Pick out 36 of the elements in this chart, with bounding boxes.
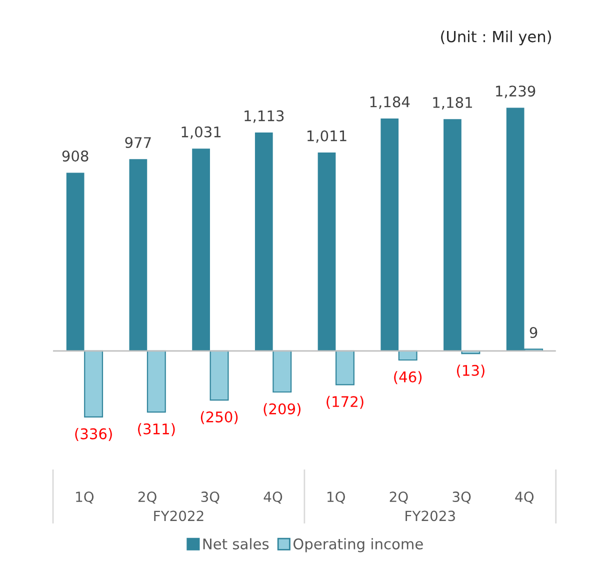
data-label: 977	[125, 136, 151, 148]
bar	[129, 159, 148, 351]
bar	[336, 350, 354, 386]
bar	[318, 152, 336, 351]
x-tick-label: 1Q	[76, 492, 94, 504]
data-label: 9	[530, 327, 538, 338]
x-tick-label: 2Q	[390, 492, 408, 504]
x-tick-label: 4Q	[515, 492, 534, 504]
bar	[192, 148, 210, 351]
data-label: (172)	[326, 396, 364, 409]
data-label: (46)	[394, 371, 422, 384]
data-label: (336)	[75, 428, 112, 442]
bar	[380, 118, 399, 351]
legend-label: Net sales	[203, 538, 269, 550]
bar	[210, 350, 229, 401]
legend-label: Operating income	[293, 538, 423, 552]
data-label: 1,184	[370, 96, 410, 109]
data-label: 1,011	[307, 130, 346, 143]
x-tick-label: 1Q	[328, 492, 345, 504]
data-label: (250)	[200, 411, 238, 424]
data-label: 1,031	[182, 126, 221, 139]
data-label: 1,239	[496, 86, 536, 98]
data-label: (311)	[138, 423, 175, 436]
text: (Unit : Mil yen)	[441, 30, 551, 46]
x-tick-label: 2Q	[138, 492, 156, 504]
bar	[146, 350, 166, 413]
x-tick-label: 3Q	[452, 492, 471, 504]
text: FY2022	[154, 510, 204, 522]
data-label: 1,113	[244, 110, 284, 123]
x-tick-label: 3Q	[201, 492, 220, 504]
data-label: (13)	[456, 364, 484, 378]
data-label: 908	[62, 150, 88, 162]
data-label: (209)	[264, 403, 300, 416]
text: FY2023	[406, 510, 455, 522]
x-tick-label: 4Q	[264, 492, 282, 504]
data-label: 1,181	[433, 96, 472, 110]
